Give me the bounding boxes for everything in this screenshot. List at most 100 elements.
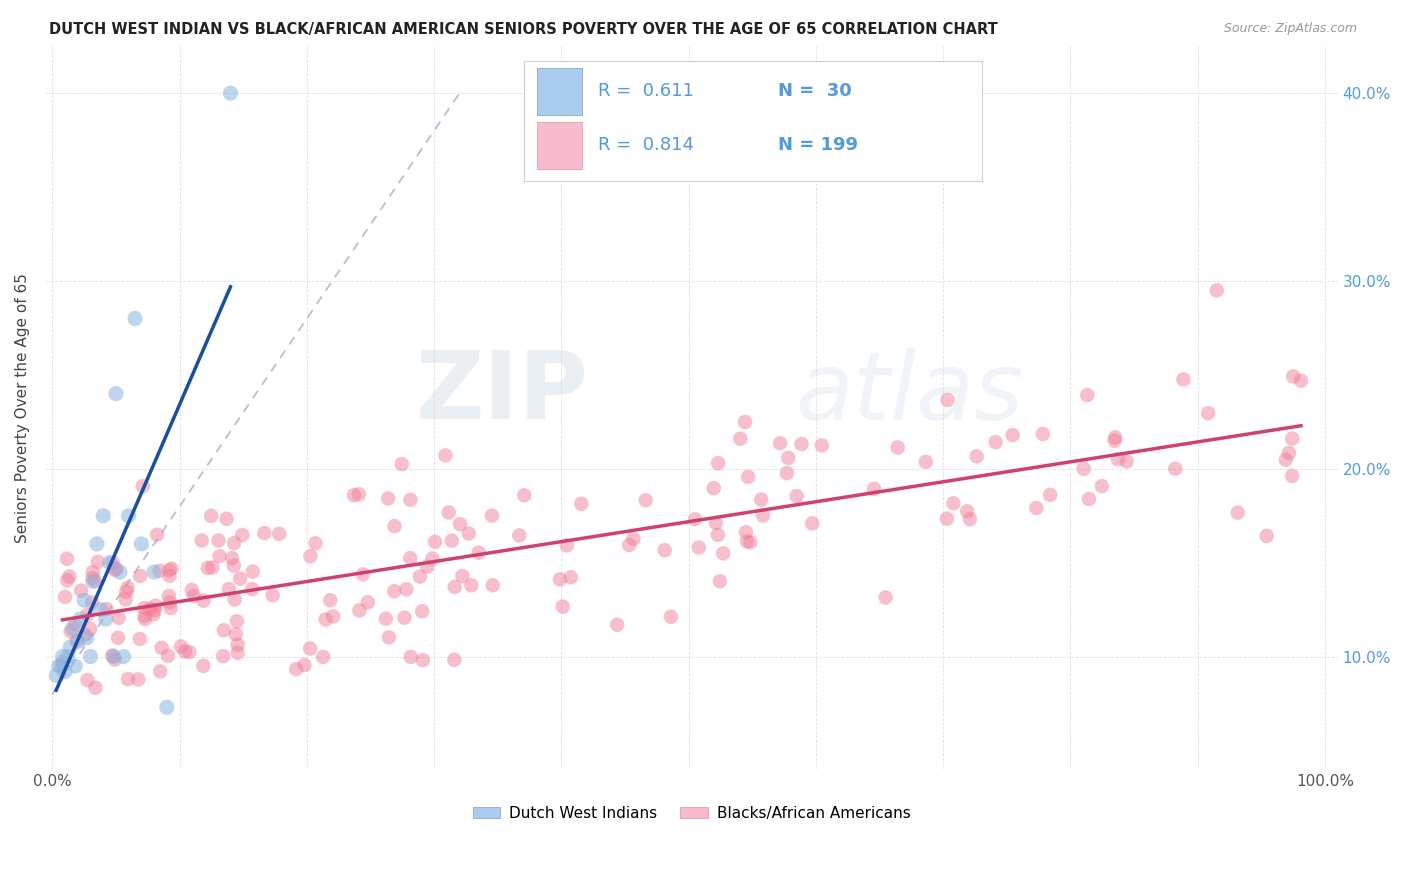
- Point: [1076, 388, 1098, 402]
- Point: [114, 592, 136, 607]
- Text: R =  0.611: R = 0.611: [598, 82, 693, 101]
- Point: [778, 450, 800, 465]
- Point: [551, 599, 574, 614]
- Point: [703, 481, 725, 495]
- Point: [132, 479, 155, 493]
- Point: [56, 649, 79, 664]
- Point: [1173, 372, 1195, 386]
- Point: [437, 506, 460, 520]
- Point: [1205, 284, 1227, 298]
- Point: [399, 649, 422, 664]
- Point: [53, 665, 76, 679]
- Point: [58, 569, 80, 583]
- Point: [101, 648, 124, 663]
- Point: [87, 555, 110, 569]
- Point: [457, 526, 479, 541]
- Point: [207, 533, 229, 548]
- Point: [1164, 461, 1187, 475]
- Point: [107, 631, 129, 645]
- Point: [481, 508, 503, 523]
- Point: [735, 525, 758, 540]
- Point: [215, 511, 238, 525]
- Point: [197, 561, 219, 575]
- Point: [634, 493, 657, 508]
- Point: [104, 652, 127, 666]
- Point: [440, 533, 463, 548]
- Point: [709, 574, 731, 589]
- Point: [606, 618, 628, 632]
- Point: [193, 593, 215, 607]
- Point: [262, 588, 284, 602]
- Point: [382, 584, 405, 599]
- Point: [200, 508, 222, 523]
- Point: [863, 482, 886, 496]
- Point: [984, 435, 1007, 450]
- Point: [149, 665, 172, 679]
- Point: [378, 630, 401, 644]
- Point: [224, 592, 246, 607]
- Point: [956, 504, 979, 518]
- Point: [101, 555, 124, 569]
- Point: [59, 640, 82, 655]
- Point: [104, 386, 127, 401]
- Point: [91, 508, 114, 523]
- Point: [179, 645, 201, 659]
- Point: [377, 491, 399, 506]
- Point: [349, 603, 371, 617]
- Point: [117, 581, 139, 595]
- Point: [82, 574, 104, 589]
- Point: [131, 537, 153, 551]
- Point: [1091, 479, 1114, 493]
- Point: [343, 488, 366, 502]
- Text: DUTCH WEST INDIAN VS BLACK/AFRICAN AMERICAN SENIORS POVERTY OVER THE AGE OF 65 C: DUTCH WEST INDIAN VS BLACK/AFRICAN AMERI…: [49, 22, 998, 37]
- Point: [914, 455, 936, 469]
- Point: [229, 572, 252, 586]
- Point: [1032, 427, 1054, 442]
- Point: [422, 551, 444, 566]
- Point: [115, 584, 138, 599]
- Point: [688, 541, 710, 555]
- Point: [409, 569, 432, 583]
- Point: [159, 595, 181, 609]
- Point: [730, 432, 752, 446]
- Point: [659, 609, 682, 624]
- Text: N = 199: N = 199: [779, 136, 858, 154]
- Point: [73, 593, 96, 607]
- Point: [508, 528, 530, 542]
- Point: [73, 628, 96, 642]
- Point: [105, 562, 128, 576]
- Point: [1278, 446, 1301, 460]
- Point: [394, 610, 416, 624]
- Point: [112, 649, 135, 664]
- Point: [66, 633, 89, 648]
- Point: [159, 568, 181, 582]
- Point: [51, 655, 73, 669]
- Point: [460, 578, 482, 592]
- Point: [1282, 369, 1305, 384]
- Point: [1281, 432, 1303, 446]
- Point: [96, 602, 118, 616]
- Point: [740, 535, 762, 549]
- Point: [51, 649, 73, 664]
- Point: [1077, 491, 1099, 506]
- Point: [1039, 488, 1062, 502]
- Point: [82, 571, 104, 585]
- Point: [212, 649, 235, 664]
- Point: [134, 609, 156, 624]
- Point: [142, 607, 165, 622]
- Point: [124, 311, 146, 326]
- Text: ZIP: ZIP: [416, 347, 589, 439]
- Point: [1226, 506, 1249, 520]
- Point: [117, 672, 139, 686]
- Point: [513, 488, 536, 502]
- Point: [391, 457, 413, 471]
- Point: [143, 565, 166, 579]
- Point: [1281, 469, 1303, 483]
- Point: [319, 593, 342, 607]
- Point: [560, 570, 582, 584]
- Point: [654, 543, 676, 558]
- Point: [399, 551, 422, 566]
- Point: [683, 512, 706, 526]
- Point: [84, 681, 107, 695]
- Point: [193, 658, 215, 673]
